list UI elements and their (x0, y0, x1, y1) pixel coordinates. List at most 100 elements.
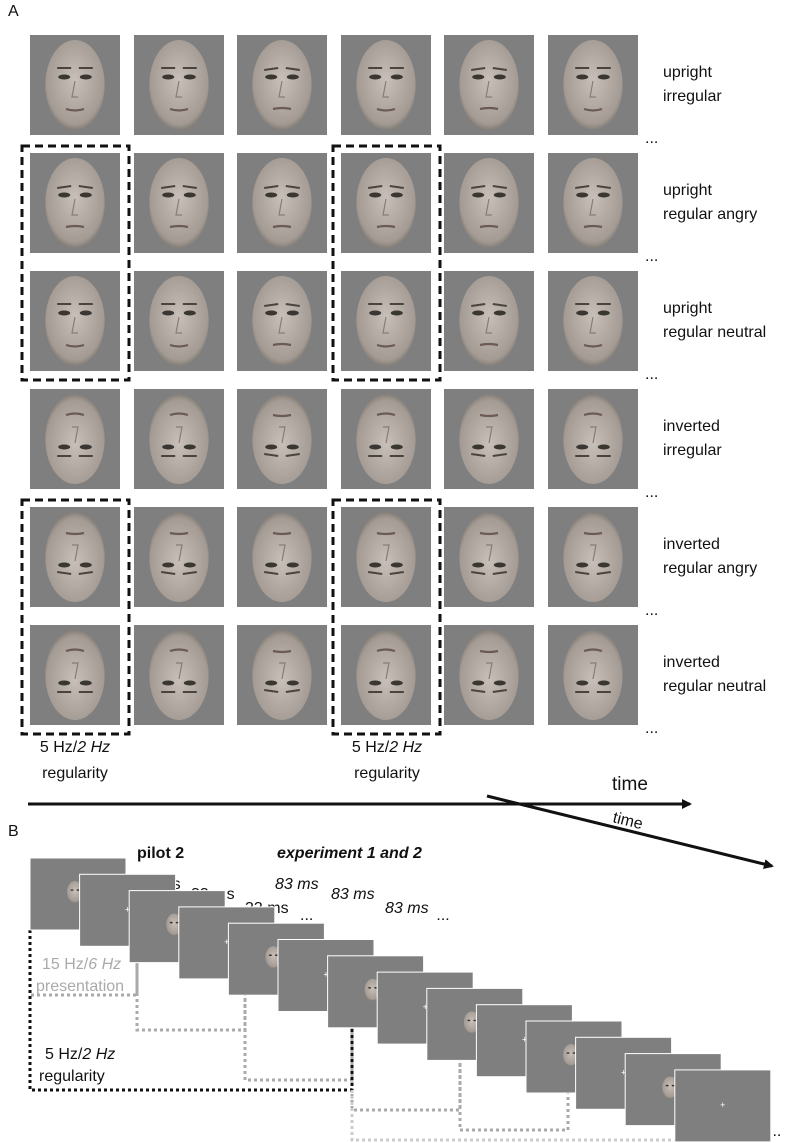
face-oval (149, 512, 208, 602)
face-oval (252, 394, 311, 484)
eye (494, 311, 506, 316)
eye (368, 987, 371, 989)
face-oval (252, 276, 311, 366)
eye (58, 563, 70, 568)
ellipsis: ... (645, 248, 658, 265)
face-image (30, 35, 120, 135)
eye (374, 987, 377, 989)
condition-label: regular neutral (663, 678, 766, 695)
face-oval (459, 276, 518, 366)
face-image (548, 507, 638, 607)
face-image (30, 507, 120, 607)
face (252, 40, 311, 130)
eye (472, 681, 484, 686)
duration-label: ... (300, 907, 313, 924)
face-oval (45, 40, 104, 130)
mouth (480, 344, 498, 345)
eye (472, 311, 484, 316)
face (356, 40, 415, 130)
eye (598, 75, 610, 80)
face (45, 630, 104, 720)
face-image (134, 507, 224, 607)
mouth (480, 651, 498, 652)
face-image (30, 271, 120, 371)
regularity-freq: 5 Hz/2 Hz (40, 739, 110, 756)
eye (391, 445, 403, 450)
face-oval (356, 512, 415, 602)
eye (77, 889, 80, 891)
face (356, 512, 415, 602)
rate-word: regularity (39, 1068, 105, 1085)
eye (391, 681, 403, 686)
eye (265, 193, 277, 198)
eye (472, 193, 484, 198)
face-image (30, 153, 120, 253)
face-image (548, 153, 638, 253)
eye (576, 681, 588, 686)
mouth (170, 226, 188, 227)
face (149, 158, 208, 248)
face-image (444, 389, 534, 489)
eye (162, 681, 174, 686)
face-image (134, 35, 224, 135)
regularity-freq: 5 Hz/2 Hz (352, 739, 422, 756)
eye (265, 681, 277, 686)
face-image (444, 271, 534, 371)
eye (80, 75, 92, 80)
face-image (30, 389, 120, 489)
eye (162, 445, 174, 450)
eye (269, 954, 272, 956)
face (563, 512, 622, 602)
face-oval (459, 394, 518, 484)
condition-label: upright (663, 182, 712, 199)
face (149, 394, 208, 484)
rate-word: presentation (36, 978, 124, 995)
condition-label: irregular (663, 88, 722, 105)
eye (472, 75, 484, 80)
mouth (480, 415, 498, 416)
face-oval (356, 158, 415, 248)
face-image (341, 153, 431, 253)
face-oval (45, 276, 104, 366)
eye (162, 563, 174, 568)
eye (598, 193, 610, 198)
eye (494, 681, 506, 686)
eye (672, 1085, 675, 1087)
eye (576, 445, 588, 450)
eye (576, 75, 588, 80)
eye (598, 445, 610, 450)
face-image (237, 271, 327, 371)
face-oval (563, 394, 622, 484)
face (459, 276, 518, 366)
eye (265, 311, 277, 316)
freq: 5 Hz/ (45, 1046, 83, 1063)
face-image (341, 271, 431, 371)
eye (58, 311, 70, 316)
face (252, 276, 311, 366)
eye (369, 445, 381, 450)
eye (598, 681, 610, 686)
face-oval (563, 158, 622, 248)
eye (265, 563, 277, 568)
eye (391, 563, 403, 568)
face-image (341, 389, 431, 489)
condition-label: irregular (663, 442, 722, 459)
eye (184, 75, 196, 80)
eye (494, 445, 506, 450)
eye (576, 193, 588, 198)
condition-label: inverted (663, 418, 720, 435)
eye (287, 193, 299, 198)
mouth (584, 226, 602, 227)
freq-italic: 2 Hz (76, 739, 110, 756)
eye (71, 889, 74, 891)
face-oval (149, 40, 208, 130)
eye (473, 1020, 476, 1022)
face-oval (356, 630, 415, 720)
face-image (548, 625, 638, 725)
eye (184, 681, 196, 686)
mouth (66, 533, 84, 534)
face (459, 394, 518, 484)
ellipsis: ... (645, 602, 658, 619)
face (149, 40, 208, 130)
mouth (273, 533, 291, 534)
